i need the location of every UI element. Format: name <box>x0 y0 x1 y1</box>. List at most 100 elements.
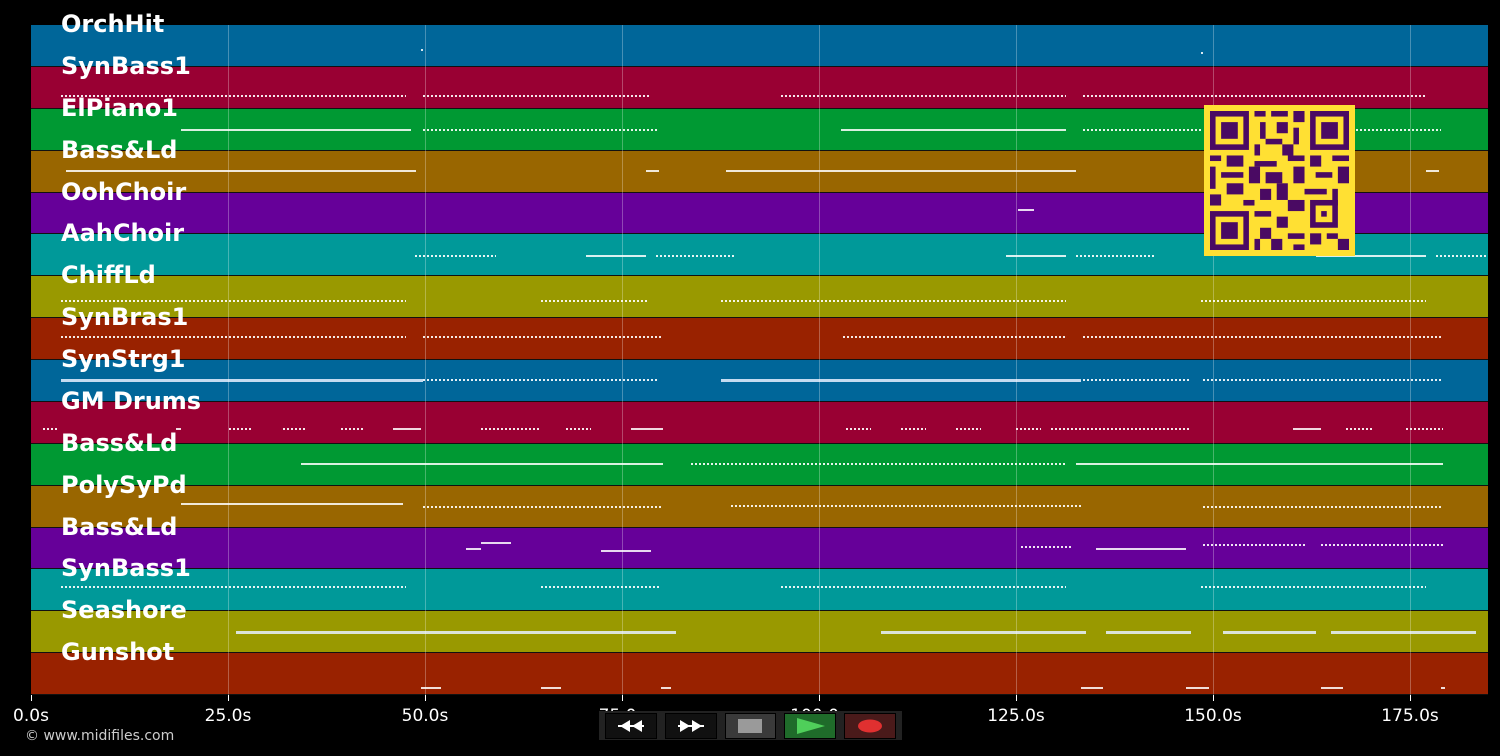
fast-forward-button[interactable] <box>664 712 717 739</box>
track-row[interactable] <box>31 443 1488 486</box>
track-row[interactable] <box>31 25 1488 67</box>
note-segment <box>423 379 659 381</box>
gridline <box>228 25 229 695</box>
axis-tick <box>1213 695 1214 701</box>
note-segment <box>1051 427 1189 430</box>
fast-forward-icon <box>677 719 704 732</box>
note-segment <box>661 687 671 690</box>
note-segment <box>1316 255 1426 258</box>
note-segment <box>691 462 1066 465</box>
record-icon <box>858 719 883 732</box>
axis-tick-label: 175.0s <box>1381 706 1439 726</box>
axis-tick-label: 50.0s <box>401 706 449 726</box>
track-row[interactable] <box>31 66 1488 109</box>
note-segment <box>1016 427 1041 430</box>
axis-tick <box>1410 695 1411 701</box>
gridline <box>425 25 426 695</box>
axis-tick <box>819 695 820 701</box>
track-row[interactable] <box>31 527 1488 570</box>
note-segment <box>1201 300 1426 303</box>
note-segment <box>781 586 1066 589</box>
note-segment <box>1083 94 1426 97</box>
note-segment <box>393 427 421 430</box>
play-icon <box>797 717 826 734</box>
note-segment <box>466 547 481 550</box>
track-row[interactable] <box>31 360 1488 402</box>
axis-tick <box>1016 695 1017 701</box>
note-segment <box>843 336 1066 339</box>
track-label: OohChoir <box>61 177 187 206</box>
track-label: Bass&Ld <box>61 135 178 164</box>
note-segment <box>1331 631 1476 635</box>
note-segment <box>341 427 363 430</box>
track-label: Gunshot <box>61 638 175 667</box>
note-segment <box>541 687 561 690</box>
note-segment <box>1083 128 1201 131</box>
axis-tick-label: 150.0s <box>1184 706 1242 726</box>
axis-tick-label: 0.0s <box>13 706 49 726</box>
note-segment <box>1346 427 1373 430</box>
note-segment <box>421 687 441 690</box>
track-label: OrchHit <box>61 10 165 38</box>
record-button[interactable] <box>844 712 896 739</box>
note-segment <box>586 255 646 258</box>
note-segment <box>1096 547 1186 550</box>
note-segment <box>721 379 1081 382</box>
note-segment <box>61 379 423 382</box>
track-label: ChiffLd <box>61 261 156 290</box>
note-segment <box>1006 255 1066 258</box>
note-segment <box>541 586 661 589</box>
track-label: Bass&Ld <box>61 512 178 541</box>
note-segment <box>656 255 736 258</box>
note-segment <box>846 427 871 430</box>
note-segment <box>841 128 1066 131</box>
gridline <box>1410 25 1411 695</box>
stop-icon <box>738 718 763 733</box>
note-segment <box>631 427 663 430</box>
rewind-icon <box>617 719 644 732</box>
note-segment <box>421 49 423 51</box>
axis-tick-label: 125.0s <box>987 706 1045 726</box>
track-row[interactable] <box>31 485 1488 528</box>
note-segment <box>1223 631 1316 635</box>
track-label: ElPiano1 <box>61 93 178 122</box>
note-segment <box>61 586 406 589</box>
note-segment <box>1201 586 1426 589</box>
note-segment <box>566 427 591 430</box>
track-row[interactable] <box>31 653 1488 695</box>
note-segment <box>181 502 403 505</box>
note-segment <box>781 94 1066 97</box>
track-label: SynBras1 <box>61 303 189 332</box>
note-segment <box>731 504 1083 507</box>
track-label: SynBass1 <box>61 554 191 583</box>
note-segment <box>415 255 496 258</box>
note-segment <box>1021 545 1071 548</box>
note-segment <box>481 541 511 544</box>
note-segment <box>423 128 659 131</box>
track-row[interactable] <box>31 318 1488 360</box>
note-segment <box>726 169 1076 172</box>
gridline <box>1213 25 1214 695</box>
gridline <box>819 25 820 695</box>
track-label: Bass&Ld <box>61 428 178 457</box>
note-segment <box>721 300 1066 303</box>
track-row[interactable] <box>31 401 1488 444</box>
note-segment <box>1018 208 1034 211</box>
track-row[interactable] <box>31 569 1488 612</box>
play-button[interactable] <box>784 712 837 739</box>
qr-code[interactable] <box>1204 105 1355 256</box>
qr-code-icon <box>1210 111 1349 250</box>
track-row[interactable] <box>31 611 1488 654</box>
note-segment <box>1201 52 1203 54</box>
track-label: SynBass1 <box>61 51 191 80</box>
rewind-button[interactable] <box>605 712 657 739</box>
note-segment <box>1106 631 1191 635</box>
track-row[interactable] <box>31 276 1488 319</box>
track-label: AahChoir <box>61 219 185 248</box>
stop-button[interactable] <box>724 712 777 739</box>
track-label: PolySyPd <box>61 470 187 499</box>
gridline <box>622 25 623 695</box>
axis-tick <box>31 695 32 701</box>
note-segment <box>61 300 406 303</box>
note-segment <box>1203 543 1306 546</box>
